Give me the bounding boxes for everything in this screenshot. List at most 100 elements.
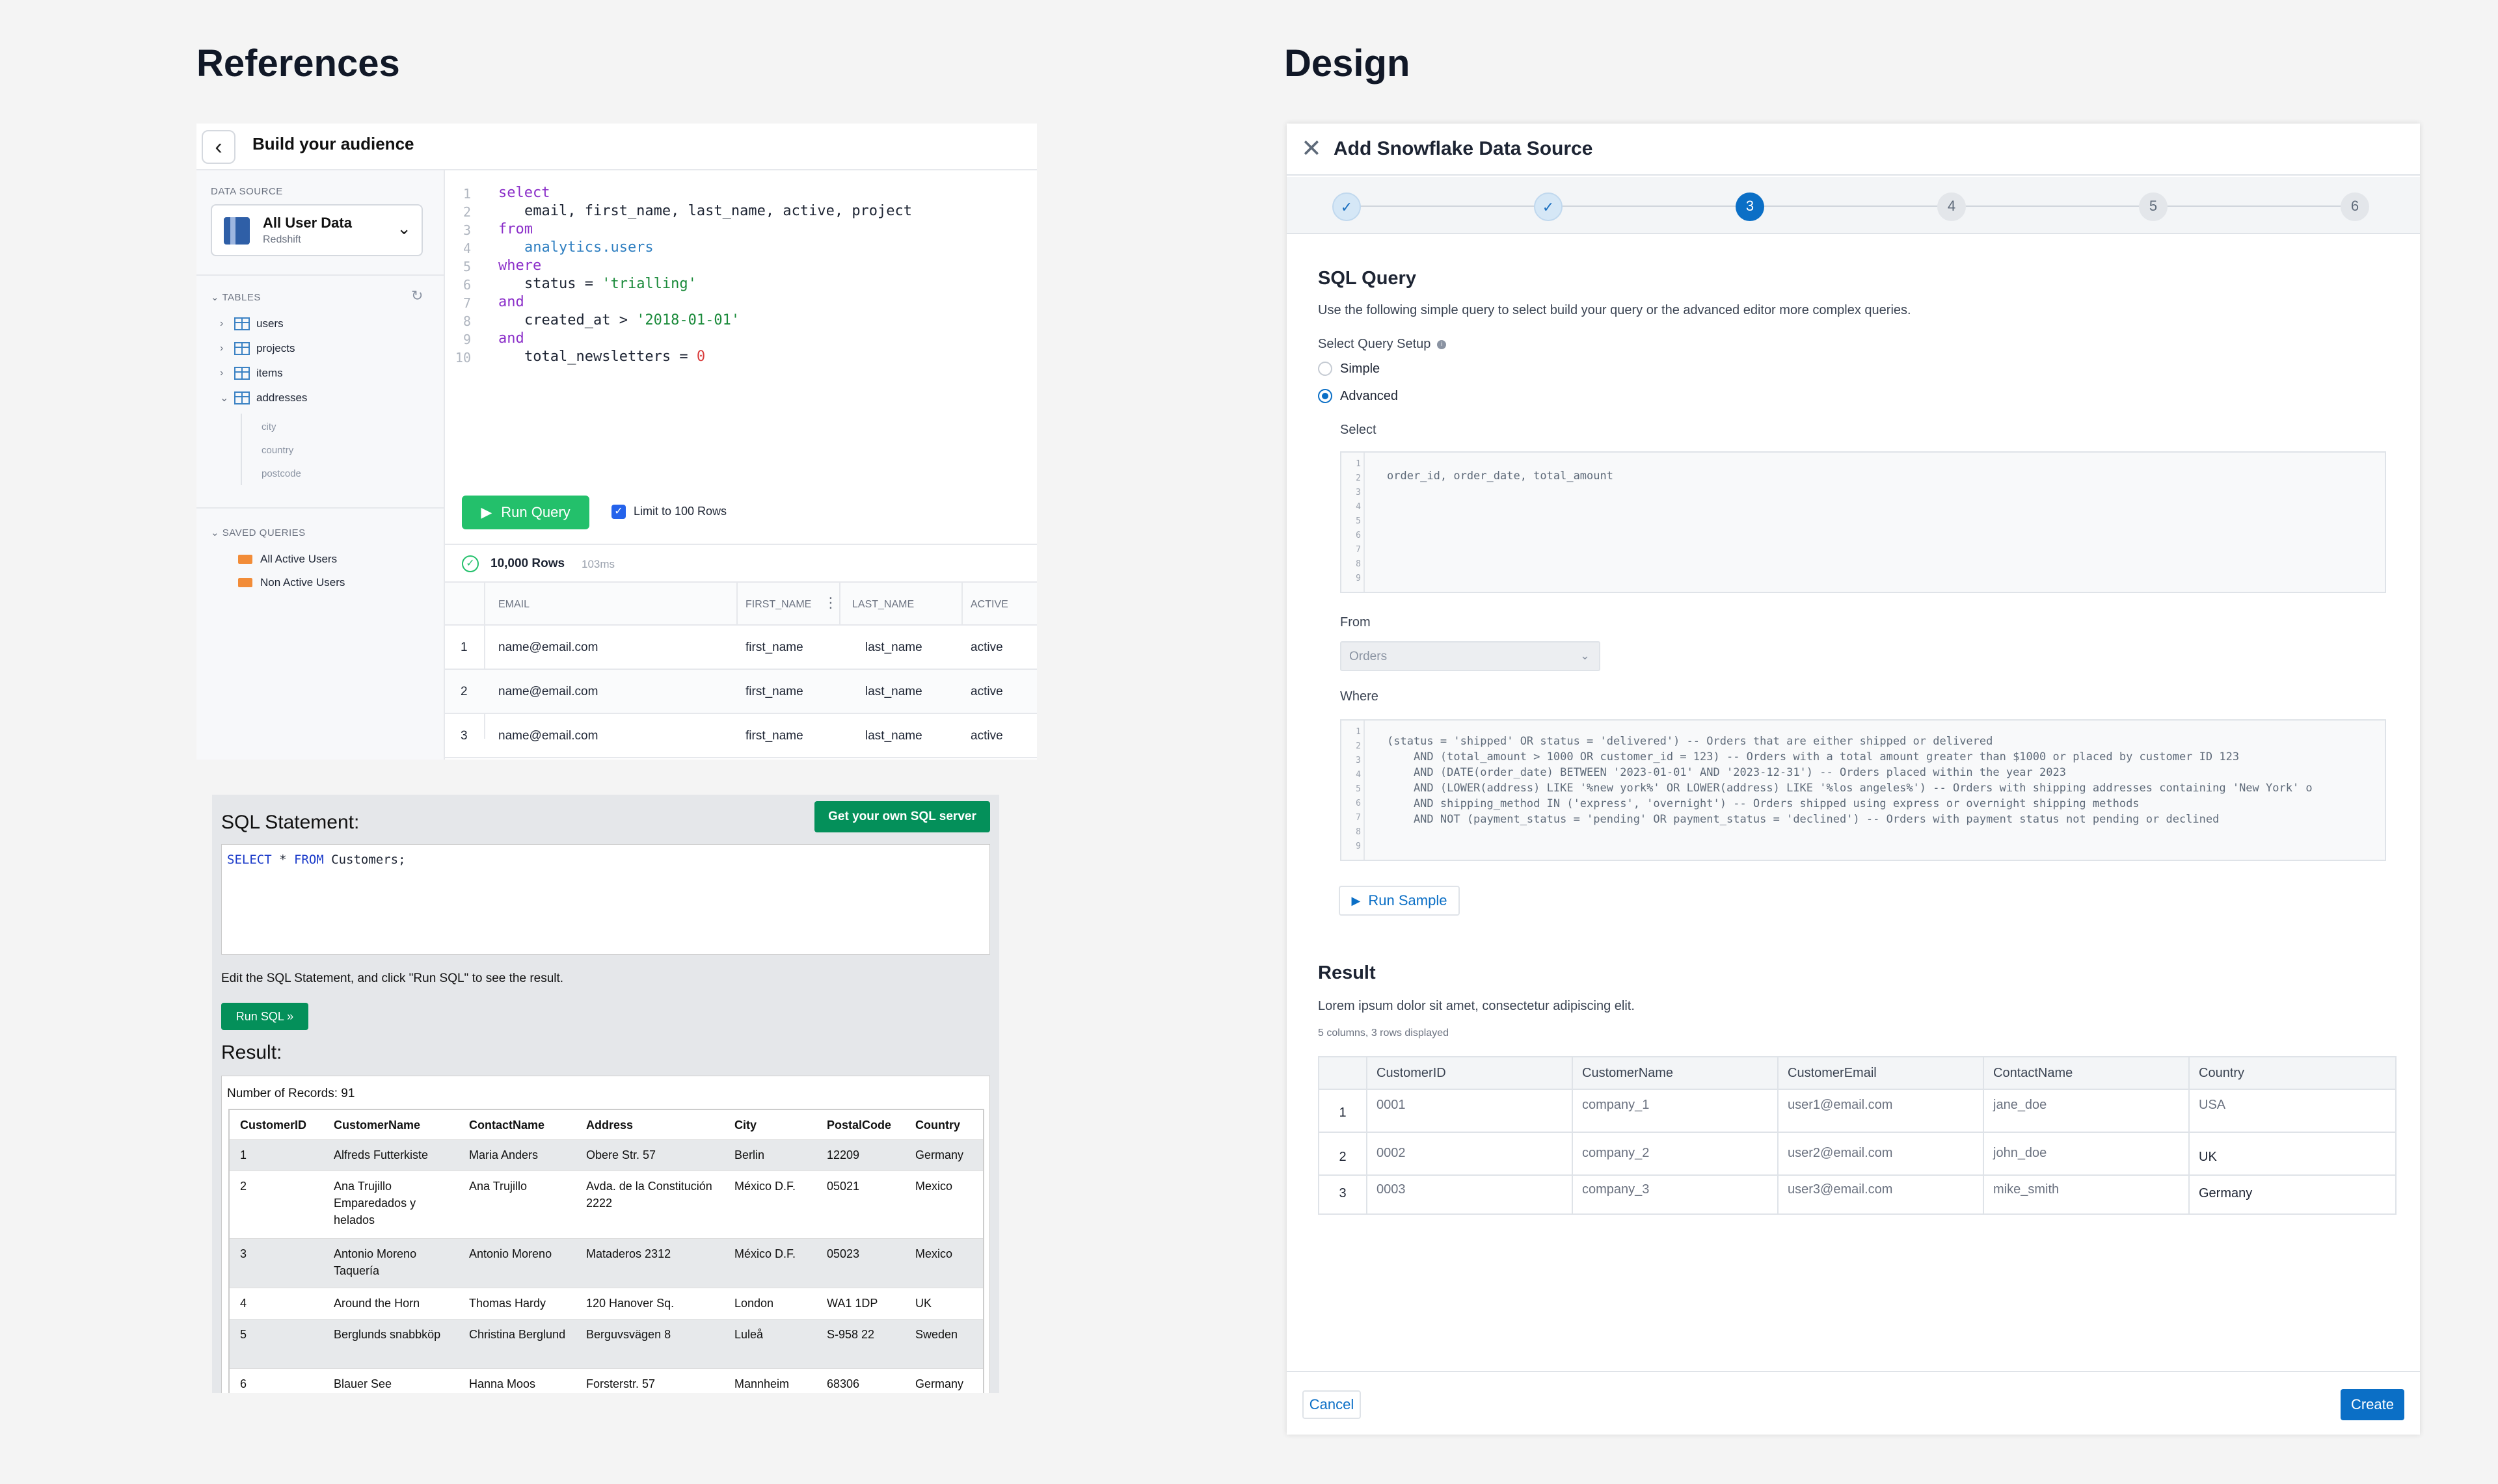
- step-4[interactable]: 4: [1937, 192, 1966, 221]
- table-item-users[interactable]: › users: [220, 317, 284, 330]
- column-country[interactable]: country: [262, 445, 294, 456]
- table-item-projects[interactable]: › projects: [220, 342, 295, 355]
- audience-sidebar: DATA SOURCE All User Data Redshift ⌄ ⌄ T…: [196, 170, 445, 760]
- sql-statement-input[interactable]: SELECT * FROM Customers;: [221, 844, 990, 955]
- result-title: Result: [1318, 962, 1376, 983]
- get-sql-server-button[interactable]: Get your own SQL server: [814, 801, 990, 832]
- table-row[interactable]: 1 name@email.com first_name last_name ac…: [445, 626, 1037, 670]
- run-query-button[interactable]: ▶ Run Query: [462, 496, 589, 529]
- chevron-down-icon: ⌄: [1579, 649, 1590, 662]
- result-summary: ✓ 10,000 Rows 103ms: [445, 544, 1037, 583]
- table-row[interactable]: 4 Around the Horn Thomas Hardy 120 Hanov…: [230, 1288, 983, 1319]
- modal-footer: Cancel Create: [1287, 1371, 2420, 1435]
- table-row[interactable]: 2 Ana Trujillo Emparedados y helados Ana…: [230, 1171, 983, 1239]
- result-data-grid: CustomerID CustomerName CustomerEmail Co…: [1318, 1056, 2397, 1215]
- caret-down-icon: ⌄: [220, 393, 229, 404]
- data-source-sub: Redshift: [263, 234, 301, 245]
- info-icon[interactable]: i: [1437, 339, 1447, 349]
- table-item-items[interactable]: › items: [220, 367, 283, 380]
- step-3[interactable]: 3: [1736, 192, 1764, 221]
- radio-simple-label[interactable]: Simple: [1340, 362, 1380, 376]
- modal-header: ✕ Add Snowflake Data Source: [1287, 124, 2420, 176]
- select-code: order_id, order_date, total_amount: [1387, 470, 1613, 483]
- run-sample-button[interactable]: ▶ Run Sample: [1339, 886, 1460, 916]
- sql-badge-icon: [238, 555, 252, 564]
- audience-header: ‹ Build your audience: [196, 124, 1037, 170]
- radio-advanced[interactable]: [1318, 389, 1332, 403]
- close-icon[interactable]: ✕: [1301, 135, 1322, 163]
- table-icon: [234, 317, 250, 330]
- result-description: Lorem ipsum dolor sit amet, consectetur …: [1318, 999, 1635, 1013]
- caret-down-icon: ⌄: [211, 527, 222, 538]
- caret-down-icon: ⌄: [211, 292, 222, 303]
- data-source-label: DATA SOURCE: [211, 186, 283, 197]
- radio-simple[interactable]: [1318, 362, 1332, 376]
- saved-query-active[interactable]: All Active Users: [238, 553, 337, 566]
- step-1[interactable]: ✓: [1332, 192, 1361, 221]
- design-heading: Design: [1284, 42, 1410, 85]
- table-row[interactable]: 5 Berglunds snabbköp Christina Berglund …: [230, 1319, 983, 1369]
- table-row[interactable]: 3 0003 company_3 user3@email.com mike_sm…: [1339, 1182, 2253, 1200]
- success-check-icon: ✓: [462, 555, 479, 572]
- refresh-icon[interactable]: ↻: [411, 287, 423, 304]
- table-row[interactable]: 3 Antonio Moreno Taquería Antonio Moreno…: [230, 1239, 983, 1288]
- check-icon: ✓: [1542, 199, 1555, 215]
- cancel-button[interactable]: Cancel: [1302, 1390, 1361, 1419]
- check-icon: ✓: [1340, 199, 1353, 215]
- play-icon: ▶: [481, 504, 492, 520]
- references-heading: References: [196, 42, 400, 85]
- select-label: Select: [1340, 423, 1377, 437]
- radio-advanced-label[interactable]: Advanced: [1340, 389, 1398, 403]
- data-source-select[interactable]: All User Data Redshift ⌄: [211, 204, 423, 256]
- caret-right-icon: ›: [220, 367, 224, 378]
- modal-title: Add Snowflake Data Source: [1334, 138, 1593, 159]
- from-select[interactable]: Orders ⌄: [1340, 641, 1600, 671]
- caret-right-icon: ›: [220, 343, 224, 354]
- column-menu-icon[interactable]: ⋮: [824, 594, 838, 611]
- table-row[interactable]: 1 Alfreds Futterkiste Maria Anders Obere…: [230, 1140, 983, 1171]
- table-row[interactable]: 2 0002 company_2 user2@email.com john_do…: [1319, 1133, 2395, 1176]
- sql-query-title: SQL Query: [1318, 268, 1416, 289]
- table-icon: [234, 342, 250, 355]
- column-city[interactable]: city: [262, 421, 276, 432]
- chevron-down-icon: ⌄: [397, 219, 411, 238]
- column-postcode[interactable]: postcode: [262, 468, 301, 479]
- step-5[interactable]: 5: [2139, 192, 2168, 221]
- table-item-addresses[interactable]: ⌄ addresses: [220, 391, 308, 404]
- check-icon: ✓: [614, 506, 623, 517]
- result-duration: 103ms: [582, 558, 615, 570]
- snowflake-data-source-modal: ✕ Add Snowflake Data Source ✓ ✓ 3 4 5 6 …: [1287, 124, 2420, 1435]
- customers-table: CustomerID CustomerName ContactName Addr…: [228, 1109, 984, 1393]
- reference-sql-tryit: SQL Statement: Get your own SQL server S…: [212, 795, 999, 1393]
- grid-header-row: CustomerID CustomerName CustomerEmail Co…: [1319, 1057, 2395, 1090]
- edit-instructions: Edit the SQL Statement, and click "Run S…: [221, 972, 564, 985]
- result-panel: Number of Records: 91 CustomerID Custome…: [221, 1076, 990, 1393]
- step-2[interactable]: ✓: [1534, 192, 1563, 221]
- limit-checkbox[interactable]: ✓: [611, 505, 626, 519]
- result-title: Result:: [221, 1042, 282, 1063]
- sql-statement-title: SQL Statement:: [221, 812, 360, 833]
- create-button[interactable]: Create: [2341, 1389, 2404, 1420]
- caret-right-icon: ›: [220, 318, 224, 329]
- limit-label: Limit to 100 Rows: [634, 505, 727, 518]
- result-count: 5 columns, 3 rows displayed: [1318, 1027, 1449, 1039]
- data-source-name: All User Data: [263, 215, 352, 231]
- result-row-count: 10,000 Rows: [490, 557, 565, 570]
- sql-code-editor[interactable]: 1 select 2 email, first_name, last_name, a…: [455, 185, 913, 365]
- step-6[interactable]: 6: [2341, 192, 2369, 221]
- wizard-stepper: ✓ ✓ 3 4 5 6: [1287, 177, 2420, 234]
- table-row[interactable]: 2 name@email.com first_name last_name ac…: [445, 670, 1037, 714]
- table-icon: [234, 391, 250, 404]
- table-header-row: CustomerID CustomerName ContactName Addr…: [230, 1110, 983, 1140]
- back-button[interactable]: ‹: [202, 130, 235, 164]
- query-setup-label: Select Query Setup i: [1318, 337, 1447, 352]
- result-grid-header: EMAIL FIRST_NAME ⋮ LAST_NAME ACTIVE: [445, 583, 1037, 739]
- table-row[interactable]: 6 Blauer See Hanna Moos Forsterstr. 57 M…: [230, 1369, 983, 1393]
- saved-queries-label: ⌄ SAVED QUERIES: [211, 527, 306, 538]
- saved-query-nonactive[interactable]: Non Active Users: [238, 576, 345, 589]
- table-row[interactable]: 3 name@email.com first_name last_name ac…: [445, 714, 1037, 758]
- table-row[interactable]: 1 0001 company_1 user1@email.com jane_do…: [1319, 1090, 2395, 1133]
- run-sql-button[interactable]: Run SQL »: [221, 1003, 308, 1030]
